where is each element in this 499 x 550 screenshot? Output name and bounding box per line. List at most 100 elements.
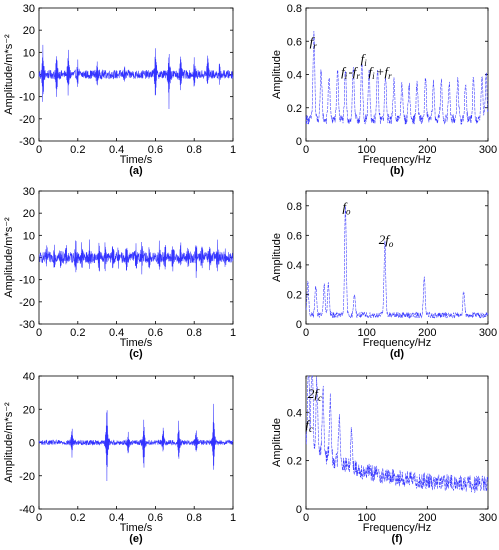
y-axis-label: Amplitude/m*s⁻²	[3, 402, 15, 483]
x-tick-label: 1	[230, 512, 236, 524]
y-tick-label: -20	[19, 471, 35, 483]
x-tick-label: 1	[230, 327, 236, 339]
x-tick-label: 0.2	[70, 512, 85, 524]
signal-trace-b	[305, 31, 489, 125]
y-tick-label: 0.2	[287, 289, 302, 301]
x-tick-label: 200	[418, 327, 436, 339]
y-tick-label: -10	[19, 275, 35, 287]
panel-a: 0 0.2 0.4 0.6 0.8 1 -30 -20 -10 0 10 20 30 Time/s Ampl…	[3, 3, 236, 177]
y-tick-label: 0	[29, 438, 35, 450]
x-tick-label: 100	[357, 512, 375, 524]
x-tick-label: 0.8	[187, 327, 202, 339]
y-tick-label: 0.4	[287, 407, 302, 419]
panel-c: 0 0.2 0.4 0.6 0.8 1 -30 -20 -10 0 10 20 30 Time/s Ampl…	[3, 186, 236, 360]
annotation-subscript: c	[309, 424, 313, 434]
y-tick-label: 0	[296, 504, 302, 516]
y-tick-label: 20	[23, 208, 35, 220]
x-tick-label: 0.4	[109, 144, 124, 156]
y-tick-label: 20	[23, 25, 35, 37]
x-axis-label: Frequency/Hz	[363, 337, 431, 349]
x-tick-label: 0.4	[109, 512, 124, 524]
y-tick-label: 0.8	[287, 3, 302, 15]
y-tick-label: -20	[19, 114, 35, 126]
panel-b: 0 100 200 300 0 0.2 0.4 0.6 0.8 Frequency/Hz Ampli…	[271, 3, 497, 177]
y-tick-label: 10	[23, 230, 35, 242]
x-tick-label: 0.2	[70, 144, 85, 156]
panel-caption: (a)	[129, 165, 143, 177]
panel-f: 0 100 200 300 0 0.2 0.4 Frequency/Hz Amplitude (f…	[271, 375, 497, 545]
panel-caption: (e)	[129, 533, 143, 545]
panel-d: 0 100 200 300 0 0.2 0.4 0.6 0.8 Frequency/Hz Ampli…	[271, 190, 497, 360]
x-tick-label: 100	[357, 327, 375, 339]
x-tick-label: 0	[36, 144, 42, 156]
y-tick-label: -40	[19, 504, 35, 516]
panel-caption: (b)	[390, 165, 404, 177]
annotation-subscript: i	[364, 58, 367, 68]
panel-caption: (d)	[390, 348, 404, 360]
y-tick-label: -30	[19, 319, 35, 331]
annotation-base: f	[305, 417, 311, 432]
x-tick-label: 0.6	[148, 327, 163, 339]
peak-annotation: fr	[310, 34, 318, 51]
y-tick-label: 0.4	[287, 70, 302, 82]
annotation-base: f	[342, 200, 348, 215]
x-tick-label: 0.2	[70, 327, 85, 339]
x-axis-label: Time/s	[120, 154, 153, 166]
peak-annotation: 2fo	[379, 232, 394, 249]
peak-annotation: -fr	[348, 64, 360, 81]
plot-area-f	[305, 375, 489, 510]
annotation-subscript: o	[346, 207, 351, 217]
annotation-base: +f	[376, 64, 391, 79]
x-tick-label: 200	[418, 512, 436, 524]
signal-trace-c	[38, 239, 234, 278]
x-tick-label: 0	[303, 327, 309, 339]
panel-caption: (c)	[129, 348, 143, 360]
x-tick-label: 0	[36, 327, 42, 339]
annotation-base: f	[341, 64, 347, 79]
annotation-subscript: r	[356, 71, 360, 81]
y-tick-label: 0	[296, 319, 302, 331]
annotation-subscript: c	[318, 393, 322, 403]
x-tick-label: 0	[303, 512, 309, 524]
y-tick-label: 30	[23, 186, 35, 198]
x-axis-label: Frequency/Hz	[363, 154, 431, 166]
y-tick-label: 0.2	[287, 456, 302, 468]
y-tick-label: 0.8	[287, 201, 302, 213]
annotation-base: f	[368, 64, 374, 79]
y-tick-label: 20	[23, 404, 35, 416]
annotation-subscript: r	[388, 71, 392, 81]
peak-annotation: +fr	[376, 64, 392, 81]
x-axis-label: Frequency/Hz	[363, 522, 431, 534]
panel-e: 0 0.2 0.4 0.6 0.8 1 -40 -20 0 20 40 Time/s Amplitude…	[3, 371, 236, 545]
y-axis-label: Amplitude	[271, 418, 283, 467]
peak-annotation: fo	[342, 200, 351, 217]
annotation-base: -f	[348, 64, 358, 79]
x-tick-label: 200	[418, 144, 436, 156]
signal-trace-a	[38, 44, 234, 110]
x-tick-label: 300	[479, 512, 497, 524]
y-axis-label: Amplitude	[271, 233, 283, 282]
signal-trace-d	[305, 206, 489, 319]
annotation-subscript: o	[389, 239, 394, 249]
x-tick-label: 0	[36, 512, 42, 524]
peak-annotation: fc	[305, 417, 313, 434]
annotation-base: f	[310, 34, 316, 49]
x-tick-label: 0	[303, 144, 309, 156]
y-tick-label: 10	[23, 47, 35, 59]
annotation-subscript: i	[345, 71, 348, 81]
peak-annotation: 2fc	[308, 386, 322, 403]
annotation-base: 2f	[379, 232, 392, 247]
annotation-base: f	[361, 51, 367, 66]
y-axis-label: Amplitude/m*s⁻²	[3, 217, 15, 298]
x-tick-label: 0.6	[148, 144, 163, 156]
annotation-base: 2f	[308, 386, 321, 401]
x-tick-label: 100	[357, 144, 375, 156]
y-tick-label: -10	[19, 92, 35, 104]
y-tick-label: 0	[29, 70, 35, 82]
x-tick-label: 300	[479, 327, 497, 339]
x-axis-label: Time/s	[120, 337, 153, 349]
y-tick-label: 40	[23, 371, 35, 383]
y-tick-label: 0.2	[287, 103, 302, 115]
annotation-subscript: r	[313, 41, 317, 51]
y-tick-label: -20	[19, 297, 35, 309]
